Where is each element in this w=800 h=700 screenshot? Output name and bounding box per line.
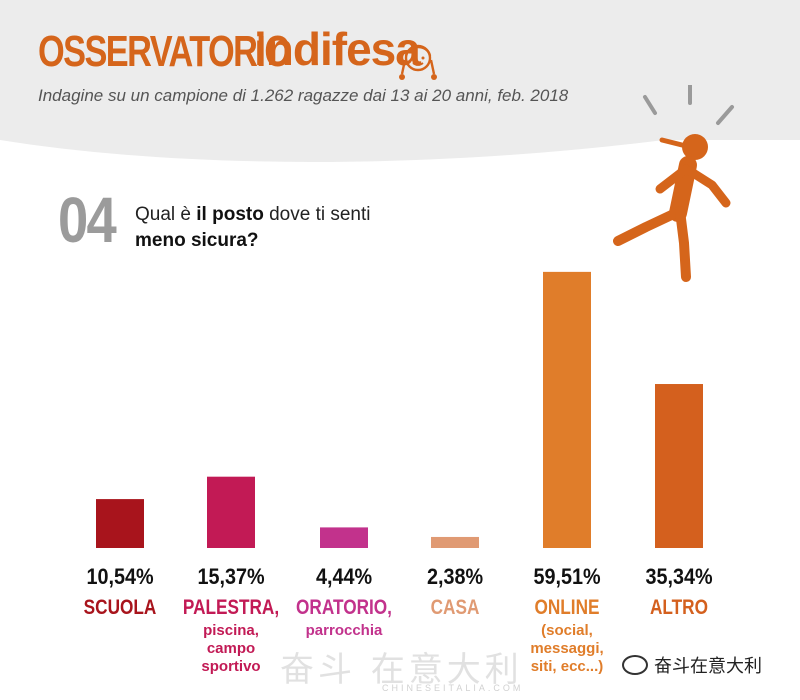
credit-text: 奋斗在意大利	[654, 656, 762, 677]
category-label: ONLINE	[534, 597, 599, 620]
category-label: SCUOLA	[84, 597, 157, 620]
bar-palestra	[207, 476, 255, 548]
bar-altro	[655, 384, 703, 548]
value-label: 4,44%	[316, 565, 372, 589]
category-label: ORATORIO,	[296, 597, 392, 620]
category-label: CASA	[431, 597, 480, 620]
category-note: (social,	[541, 622, 593, 639]
bar-online	[543, 271, 591, 548]
category-note: siti, ecc...)	[531, 658, 604, 675]
question-line1-pre: Qual è	[135, 204, 197, 225]
question-line2-bold: meno sicura?	[135, 230, 259, 251]
category-note: messaggi,	[530, 640, 603, 657]
watermark: 奋斗 在意大利	[280, 650, 523, 690]
category-note: sportivo	[201, 658, 260, 675]
girl-face-icon	[399, 44, 437, 80]
wechat-icon	[622, 655, 648, 675]
question-line1-bold: il posto	[196, 204, 264, 225]
category-label: PALESTRA,	[183, 597, 279, 620]
survey-subtitle: Indagine su un campione di 1.262 ragazze…	[38, 86, 569, 105]
category-note: piscina,	[203, 622, 259, 639]
watermark-sub: CHINESEITALIA.COM	[382, 683, 524, 693]
brand-name-part1: OSSERVATORIO	[38, 27, 291, 76]
category-label: ALTRO	[650, 597, 708, 620]
bar-scuola	[96, 499, 144, 548]
value-label: 59,51%	[533, 565, 600, 589]
category-note: campo	[207, 640, 255, 657]
running-girl-icon	[613, 85, 734, 282]
question-line1-post: dove ti senti	[263, 204, 371, 225]
brand-logo: OSSERVATORIO indifesa	[38, 26, 421, 76]
question-number: 04	[58, 184, 117, 256]
bar-oratorio	[320, 527, 368, 548]
source-credit: 奋斗在意大利	[622, 652, 762, 678]
category-note: parrocchia	[306, 622, 383, 639]
bar-casa	[431, 536, 479, 548]
brand-name-part2: indifesa	[254, 23, 421, 75]
value-label: 15,37%	[197, 565, 264, 589]
value-label: 35,34%	[645, 565, 712, 589]
value-label: 2,38%	[427, 565, 483, 589]
header-wave	[0, 0, 800, 162]
value-label: 10,54%	[86, 565, 153, 589]
question-text: Qual è il posto dove ti senti meno sicur…	[135, 202, 371, 254]
